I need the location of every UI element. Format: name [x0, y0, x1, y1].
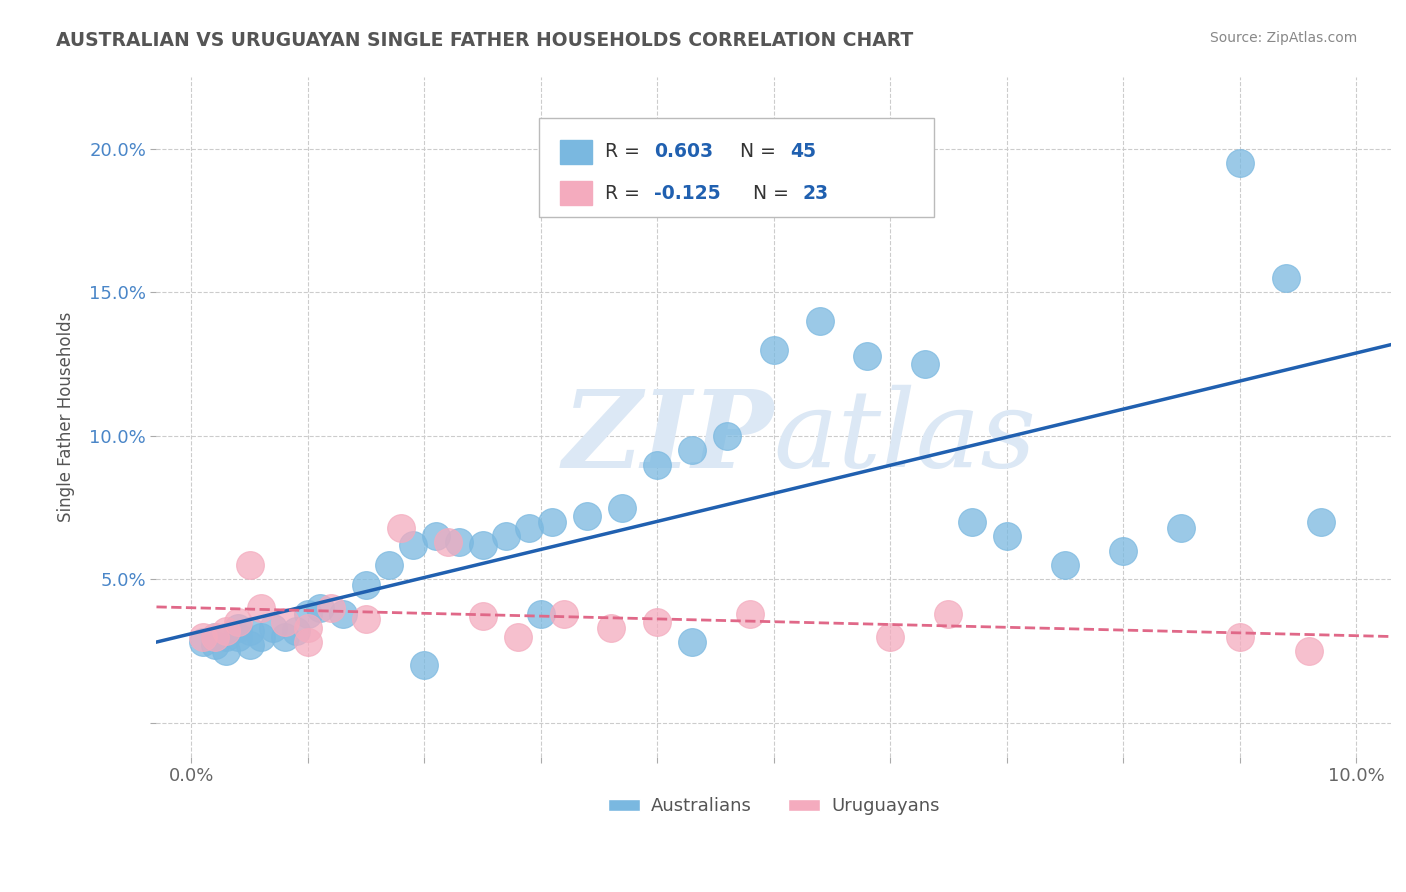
- Point: [599, 621, 621, 635]
- Text: 45: 45: [790, 143, 815, 161]
- Point: [226, 630, 249, 644]
- Point: [938, 607, 960, 621]
- Text: N =: N =: [741, 143, 782, 161]
- Text: atlas: atlas: [773, 385, 1036, 491]
- Point: [530, 607, 553, 621]
- Point: [1229, 156, 1251, 170]
- Text: AUSTRALIAN VS URUGUAYAN SINGLE FATHER HOUSEHOLDS CORRELATION CHART: AUSTRALIAN VS URUGUAYAN SINGLE FATHER HO…: [56, 31, 914, 50]
- Point: [204, 630, 226, 644]
- Point: [204, 630, 226, 644]
- Point: [297, 607, 319, 621]
- Point: [960, 515, 983, 529]
- Point: [553, 607, 575, 621]
- Point: [645, 458, 668, 472]
- Point: [308, 600, 330, 615]
- Text: ZIP: ZIP: [562, 384, 773, 491]
- Point: [506, 630, 529, 644]
- Point: [612, 500, 634, 515]
- Point: [250, 600, 273, 615]
- Point: [191, 635, 214, 649]
- Point: [495, 529, 517, 543]
- Text: -0.125: -0.125: [654, 184, 721, 202]
- Point: [645, 615, 668, 630]
- Point: [226, 615, 249, 630]
- Point: [425, 529, 447, 543]
- Point: [517, 520, 540, 534]
- Point: [239, 624, 262, 638]
- Point: [389, 520, 412, 534]
- Point: [1310, 515, 1333, 529]
- Point: [914, 357, 936, 371]
- Point: [204, 638, 226, 652]
- FancyBboxPatch shape: [538, 119, 934, 217]
- Point: [1229, 630, 1251, 644]
- Bar: [560, 181, 592, 205]
- Point: [1053, 558, 1076, 572]
- Text: R =: R =: [605, 143, 645, 161]
- Point: [215, 644, 238, 658]
- Point: [215, 630, 238, 644]
- Point: [273, 615, 295, 630]
- Text: N =: N =: [752, 184, 794, 202]
- Text: R =: R =: [605, 184, 645, 202]
- Point: [273, 630, 295, 644]
- Point: [1298, 644, 1320, 658]
- Text: Source: ZipAtlas.com: Source: ZipAtlas.com: [1209, 31, 1357, 45]
- Point: [856, 349, 879, 363]
- Point: [471, 538, 494, 552]
- Point: [239, 558, 262, 572]
- Point: [1170, 520, 1192, 534]
- Point: [879, 630, 901, 644]
- Point: [1112, 543, 1135, 558]
- Point: [354, 578, 377, 592]
- Bar: [560, 140, 592, 164]
- Point: [576, 509, 599, 524]
- Point: [808, 314, 831, 328]
- Point: [215, 624, 238, 638]
- Legend: Australians, Uruguayans: Australians, Uruguayans: [600, 790, 948, 822]
- Point: [740, 607, 762, 621]
- Point: [378, 558, 401, 572]
- Point: [285, 624, 308, 638]
- Point: [541, 515, 564, 529]
- Point: [239, 638, 262, 652]
- Point: [681, 635, 703, 649]
- Point: [191, 630, 214, 644]
- Point: [250, 630, 273, 644]
- Point: [402, 538, 425, 552]
- Point: [332, 607, 354, 621]
- Text: 0.603: 0.603: [654, 143, 713, 161]
- Point: [995, 529, 1018, 543]
- Point: [716, 429, 738, 443]
- Point: [1275, 271, 1298, 285]
- Point: [471, 609, 494, 624]
- Point: [413, 658, 436, 673]
- Text: 23: 23: [803, 184, 828, 202]
- Point: [226, 621, 249, 635]
- Y-axis label: Single Father Households: Single Father Households: [58, 312, 75, 523]
- Point: [321, 600, 343, 615]
- Point: [681, 443, 703, 458]
- Point: [354, 612, 377, 626]
- Point: [297, 621, 319, 635]
- Point: [762, 343, 785, 357]
- Point: [262, 621, 284, 635]
- Point: [436, 535, 458, 549]
- Point: [449, 535, 471, 549]
- Point: [297, 635, 319, 649]
